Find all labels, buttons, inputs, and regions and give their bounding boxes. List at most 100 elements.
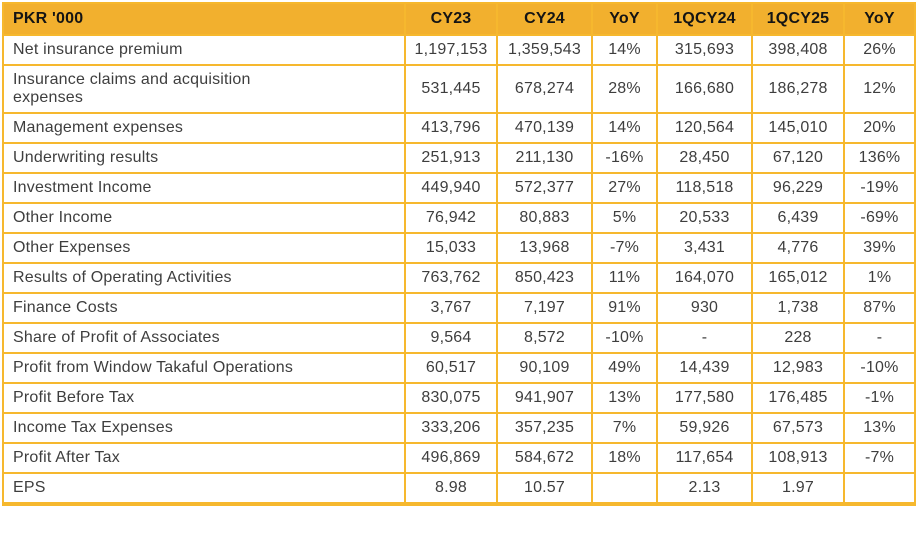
value-cell: 8.98 [404, 472, 498, 505]
value-cell: 120,564 [656, 112, 753, 144]
value-cell: 118,518 [656, 172, 753, 204]
value-cell: 211,130 [496, 142, 593, 174]
value-cell: 176,485 [751, 382, 845, 414]
table-row: Investment Income 449,940 572,377 27% 118,51… [2, 172, 916, 204]
column-header-cy24: CY24 [496, 2, 593, 36]
table-row: Profit After Tax 496,869 584,672 18% 117,654… [2, 442, 916, 474]
value-cell: 90,109 [496, 352, 593, 384]
column-header-yoy-quarter: YoY [843, 2, 916, 36]
column-header-pkr-000: PKR '000 [2, 2, 406, 36]
value-cell: 10.57 [496, 472, 593, 505]
row-label: Share of Profit of Associates [2, 322, 406, 354]
value-cell: 165,012 [751, 262, 845, 294]
row-label: Profit Before Tax [2, 382, 406, 414]
value-cell: 67,120 [751, 142, 845, 174]
value-cell: 117,654 [656, 442, 753, 474]
value-cell: 228 [751, 322, 845, 354]
value-cell: 7,197 [496, 292, 593, 324]
value-cell: 1% [843, 262, 916, 294]
value-cell: - [843, 322, 916, 354]
value-cell: 39% [843, 232, 916, 264]
value-cell: 1,359,543 [496, 34, 593, 66]
value-cell: 763,762 [404, 262, 498, 294]
row-label: Profit After Tax [2, 442, 406, 474]
value-cell [591, 472, 658, 505]
row-label: Net insurance premium [2, 34, 406, 66]
value-cell: 20,533 [656, 202, 753, 234]
table-row: EPS 8.98 10.57 2.13 1.97 [2, 472, 916, 505]
value-cell: 930 [656, 292, 753, 324]
row-label: Investment Income [2, 172, 406, 204]
value-cell: 145,010 [751, 112, 845, 144]
row-label: Finance Costs [2, 292, 406, 324]
value-cell: 315,693 [656, 34, 753, 66]
table-row: Finance Costs 3,767 7,197 91% 930 1,738 87% [2, 292, 916, 324]
value-cell: 531,445 [404, 64, 498, 114]
value-cell: 60,517 [404, 352, 498, 384]
value-cell: 27% [591, 172, 658, 204]
table-row: Profit from Window Takaful Operations 60,… [2, 352, 916, 384]
table-row: Management expenses 413,796 470,139 14% 120,… [2, 112, 916, 144]
value-cell: - [656, 322, 753, 354]
table-row: Underwriting results 251,913 211,130 -16% 28… [2, 142, 916, 174]
value-cell: 87% [843, 292, 916, 324]
value-cell: 584,672 [496, 442, 593, 474]
value-cell: 413,796 [404, 112, 498, 144]
value-cell: 850,423 [496, 262, 593, 294]
value-cell: 59,926 [656, 412, 753, 444]
value-cell: 14,439 [656, 352, 753, 384]
value-cell: -7% [843, 442, 916, 474]
value-cell: 1.97 [751, 472, 845, 505]
value-cell: 8,572 [496, 322, 593, 354]
table-row: Insurance claims and acquisition expense… [2, 64, 916, 114]
value-cell: 572,377 [496, 172, 593, 204]
table-body: Net insurance premium 1,197,153 1,359,543 1… [2, 34, 916, 505]
row-label: Profit from Window Takaful Operations [2, 352, 406, 384]
value-cell: -16% [591, 142, 658, 174]
value-cell: 20% [843, 112, 916, 144]
column-header-1qcy25: 1QCY25 [751, 2, 845, 36]
value-cell: 164,070 [656, 262, 753, 294]
value-cell: 496,869 [404, 442, 498, 474]
value-cell: 12,983 [751, 352, 845, 384]
table-row: Share of Profit of Associates 9,564 8,572-… [2, 322, 916, 354]
value-cell: 28% [591, 64, 658, 114]
value-cell: 9,564 [404, 322, 498, 354]
value-cell: 5% [591, 202, 658, 234]
value-cell: 12% [843, 64, 916, 114]
value-cell: 4,776 [751, 232, 845, 264]
value-cell: 13,968 [496, 232, 593, 264]
value-cell: 941,907 [496, 382, 593, 414]
value-cell: 1,738 [751, 292, 845, 324]
row-label: EPS [2, 472, 406, 505]
value-cell: 6,439 [751, 202, 845, 234]
value-cell: 49% [591, 352, 658, 384]
value-cell: 333,206 [404, 412, 498, 444]
table-row: Results of Operating Activities 763,762 85… [2, 262, 916, 294]
column-header-cy23: CY23 [404, 2, 498, 36]
value-cell: -10% [591, 322, 658, 354]
row-label: Underwriting results [2, 142, 406, 174]
value-cell: 26% [843, 34, 916, 66]
value-cell: 3,767 [404, 292, 498, 324]
value-cell: 177,580 [656, 382, 753, 414]
value-cell: 357,235 [496, 412, 593, 444]
value-cell: 398,408 [751, 34, 845, 66]
value-cell: 678,274 [496, 64, 593, 114]
row-label: Other Income [2, 202, 406, 234]
value-cell: 251,913 [404, 142, 498, 174]
value-cell: 91% [591, 292, 658, 324]
value-cell: 28,450 [656, 142, 753, 174]
value-cell: 80,883 [496, 202, 593, 234]
value-cell [843, 472, 916, 505]
value-cell: -69% [843, 202, 916, 234]
value-cell: 2.13 [656, 472, 753, 505]
value-cell: 449,940 [404, 172, 498, 204]
value-cell: 11% [591, 262, 658, 294]
value-cell: 76,942 [404, 202, 498, 234]
value-cell: -10% [843, 352, 916, 384]
header-row: PKR '000 CY23 CY24 YoY 1QCY24 1QCY25 YoY [2, 2, 916, 36]
value-cell: -1% [843, 382, 916, 414]
value-cell: 67,573 [751, 412, 845, 444]
row-label: Results of Operating Activities [2, 262, 406, 294]
